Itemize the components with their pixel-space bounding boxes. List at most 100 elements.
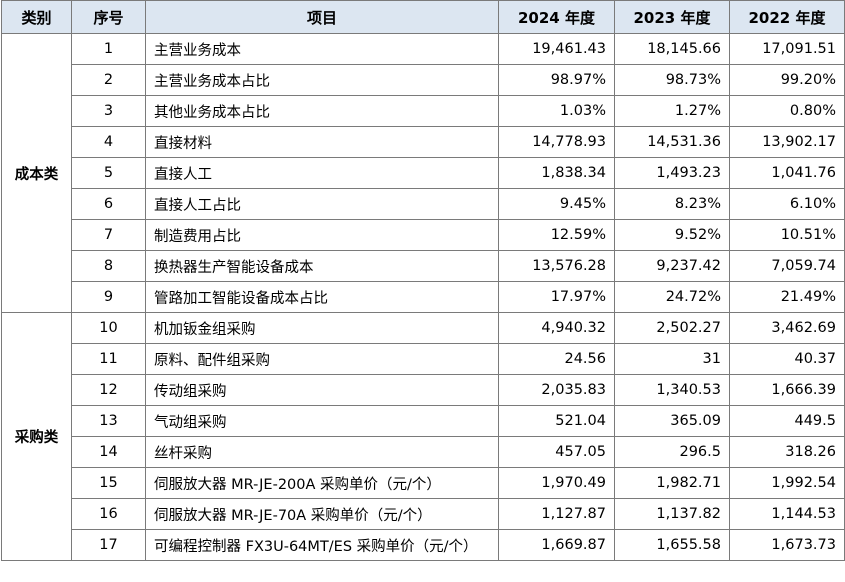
row-index: 17 xyxy=(71,529,146,561)
row-item: 机加钣金组采购 xyxy=(145,312,499,344)
header-2023: 2023 年度 xyxy=(614,0,730,34)
value-2023: 1,655.58 xyxy=(614,529,730,561)
table-row: 采购类 10 机加钣金组采购 4,940.32 2,502.27 3,462.69 xyxy=(1,312,845,561)
value-2023: 1,493.23 xyxy=(614,157,730,189)
row-item: 直接人工 xyxy=(145,157,499,189)
value-2024: 2,035.83 xyxy=(498,374,615,406)
value-2024: 9.45% xyxy=(498,188,615,220)
value-2024: 1,970.49 xyxy=(498,467,615,499)
value-2023: 18,145.66 xyxy=(614,33,730,65)
row-index: 9 xyxy=(71,281,146,313)
table-row: 2 主营业务成本占比 98.97% 98.73% 99.20% xyxy=(2,64,845,96)
value-2022: 6.10% xyxy=(729,188,845,220)
value-2022: 318.26 xyxy=(729,436,845,468)
value-2024: 24.56 xyxy=(498,343,615,375)
value-2023: 1.27% xyxy=(614,95,730,127)
table-row: 成本类 1 主营业务成本 19,461.43 18,145.66 17,091.51 xyxy=(1,33,845,313)
row-item: 直接材料 xyxy=(145,126,499,158)
value-2022: 13,902.17 xyxy=(729,126,845,158)
row-index: 8 xyxy=(71,250,146,282)
value-2023: 296.5 xyxy=(614,436,730,468)
table-row: 3 其他业务成本占比 1.03% 1.27% 0.80% xyxy=(2,95,845,127)
header-category: 类别 xyxy=(1,0,72,34)
table-row: 7 制造费用占比 12.59% 9.52% 10.51% xyxy=(2,219,845,251)
category-cell: 采购类 xyxy=(1,312,72,561)
value-2022: 0.80% xyxy=(729,95,845,127)
value-2024: 521.04 xyxy=(498,405,615,437)
value-2022: 10.51% xyxy=(729,219,845,251)
row-item: 其他业务成本占比 xyxy=(145,95,499,127)
row-item: 原料、配件组采购 xyxy=(145,343,499,375)
value-2022: 7,059.74 xyxy=(729,250,845,282)
row-index: 15 xyxy=(71,467,146,499)
header-2024: 2024 年度 xyxy=(498,0,615,34)
value-2024: 1,838.34 xyxy=(498,157,615,189)
row-item: 直接人工占比 xyxy=(145,188,499,220)
row-index: 2 xyxy=(71,64,146,96)
header-row: 类别 序号 项目 2024 年度 2023 年度 2022 年度 xyxy=(1,0,845,34)
row-item: 丝杆采购 xyxy=(145,436,499,468)
table-row: 17 可编程控制器 FX3U-64MT/ES 采购单价（元/个） 1,669.87 1… xyxy=(2,529,845,561)
row-index: 7 xyxy=(71,219,146,251)
row-item: 伺服放大器 MR-JE-200A 采购单价（元/个） xyxy=(145,467,499,499)
value-2022: 1,992.54 xyxy=(729,467,845,499)
table-row: 4 直接材料 14,778.93 14,531.36 13,902.17 xyxy=(2,126,845,158)
row-item: 可编程控制器 FX3U-64MT/ES 采购单价（元/个） xyxy=(145,529,499,561)
value-2024: 457.05 xyxy=(498,436,615,468)
header-2022: 2022 年度 xyxy=(729,0,845,34)
value-2023: 1,340.53 xyxy=(614,374,730,406)
row-index: 3 xyxy=(71,95,146,127)
row-item: 气动组采购 xyxy=(145,405,499,437)
value-2022: 40.37 xyxy=(729,343,845,375)
value-2023: 9.52% xyxy=(614,219,730,251)
row-index: 16 xyxy=(71,498,146,530)
row-index: 4 xyxy=(71,126,146,158)
header-item: 项目 xyxy=(145,0,499,34)
value-2024: 98.97% xyxy=(498,64,615,96)
row-item: 传动组采购 xyxy=(145,374,499,406)
table-row: 8 换热器生产智能设备成本 13,576.28 9,237.42 7,059.74 xyxy=(2,250,845,282)
value-2022: 1,144.53 xyxy=(729,498,845,530)
value-2024: 13,576.28 xyxy=(498,250,615,282)
table-row: 16 伺服放大器 MR-JE-70A 采购单价（元/个） 1,127.87 1,137… xyxy=(2,498,845,530)
value-2023: 1,137.82 xyxy=(614,498,730,530)
value-2024: 14,778.93 xyxy=(498,126,615,158)
row-index: 6 xyxy=(71,188,146,220)
table-row: 14 丝杆采购 457.05 296.5 318.26 xyxy=(2,436,845,468)
value-2023: 9,237.42 xyxy=(614,250,730,282)
value-2022: 1,666.39 xyxy=(729,374,845,406)
row-index: 14 xyxy=(71,436,146,468)
table-row: 6 直接人工占比 9.45% 8.23% 6.10% xyxy=(2,188,845,220)
row-item: 制造费用占比 xyxy=(145,219,499,251)
row-index: 10 xyxy=(71,312,146,344)
category-cell: 成本类 xyxy=(1,33,72,313)
row-item: 主营业务成本 xyxy=(145,33,499,65)
table-row: 11 原料、配件组采购 24.56 31 40.37 xyxy=(2,343,845,375)
value-2024: 17.97% xyxy=(498,281,615,313)
table-row: 13 气动组采购 521.04 365.09 449.5 xyxy=(2,405,845,437)
table-row: 12 传动组采购 2,035.83 1,340.53 1,666.39 xyxy=(2,374,845,406)
value-2024: 1,669.87 xyxy=(498,529,615,561)
value-2022: 21.49% xyxy=(729,281,845,313)
value-2022: 1,673.73 xyxy=(729,529,845,561)
table-row: 15 伺服放大器 MR-JE-200A 采购单价（元/个） 1,970.49 1,98… xyxy=(2,467,845,499)
row-index: 1 xyxy=(71,33,146,65)
value-2022: 449.5 xyxy=(729,405,845,437)
value-2023: 1,982.71 xyxy=(614,467,730,499)
row-item: 伺服放大器 MR-JE-70A 采购单价（元/个） xyxy=(145,498,499,530)
row-index: 13 xyxy=(71,405,146,437)
value-2023: 365.09 xyxy=(614,405,730,437)
value-2024: 1,127.87 xyxy=(498,498,615,530)
value-2024: 19,461.43 xyxy=(498,33,615,65)
value-2022: 99.20% xyxy=(729,64,845,96)
row-index: 11 xyxy=(71,343,146,375)
value-2023: 2,502.27 xyxy=(614,312,730,344)
row-item: 主营业务成本占比 xyxy=(145,64,499,96)
value-2023: 24.72% xyxy=(614,281,730,313)
row-item: 管路加工智能设备成本占比 xyxy=(145,281,499,313)
table-row: 5 直接人工 1,838.34 1,493.23 1,041.76 xyxy=(2,157,845,189)
row-index: 12 xyxy=(71,374,146,406)
row-index: 5 xyxy=(71,157,146,189)
value-2023: 98.73% xyxy=(614,64,730,96)
value-2022: 17,091.51 xyxy=(729,33,845,65)
